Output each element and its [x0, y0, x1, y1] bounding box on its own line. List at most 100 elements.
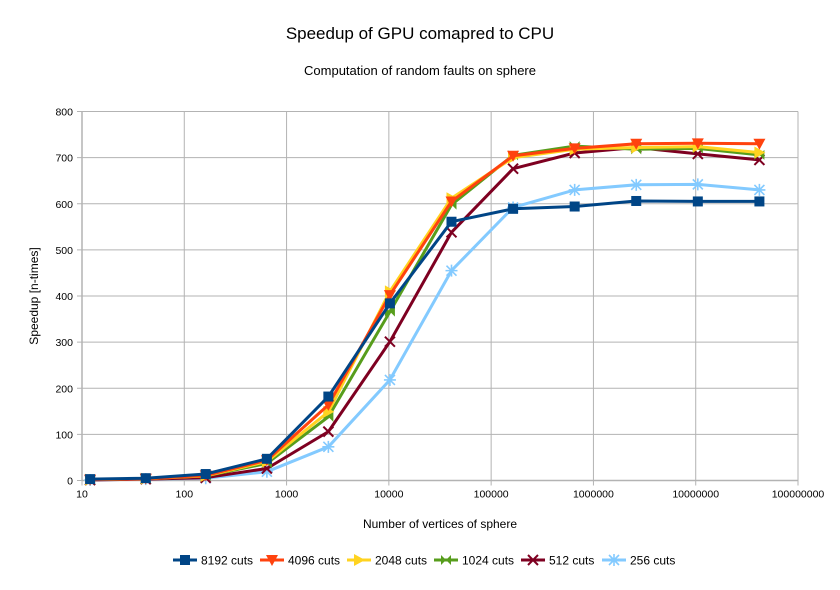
triangle-down-marker-icon: [445, 196, 458, 208]
bowtie-marker-icon: [389, 306, 395, 317]
data-point: [445, 226, 458, 239]
y-tick-label: 400: [55, 291, 73, 303]
bowtie-marker-icon: [446, 555, 451, 565]
legend-item: 512 cuts: [521, 554, 594, 568]
y-axis-label: Speedup [n-times]: [27, 247, 41, 344]
series-1024-cuts: [85, 141, 765, 485]
legend-marker: [180, 555, 190, 565]
axes: [77, 111, 799, 486]
data-point: [322, 440, 335, 453]
chart-title: Speedup of GPU comapred to CPU: [286, 24, 554, 43]
legend-marker: [527, 554, 539, 566]
triangle-down-marker-icon: [568, 143, 581, 155]
legend-marker: [266, 555, 278, 566]
data-point: [692, 196, 703, 207]
data-point: [85, 474, 96, 485]
x-tick-label: 1000000: [573, 489, 614, 501]
data-point: [445, 264, 458, 277]
data-point: [568, 143, 581, 155]
square-marker-icon: [261, 453, 272, 464]
y-tick-label: 200: [55, 383, 73, 395]
bowtie-marker-icon: [328, 411, 334, 422]
x-marker-icon: [322, 425, 335, 438]
square-marker-icon: [180, 555, 190, 565]
series-256-cuts: [84, 178, 766, 487]
square-marker-icon: [631, 195, 642, 206]
legend-label: 8192 cuts: [201, 554, 253, 568]
y-tick-label: 800: [55, 107, 73, 119]
x-tick-label: 100: [176, 489, 194, 501]
series-512-cuts: [84, 141, 766, 486]
grid: [81, 111, 799, 481]
data-point: [691, 178, 704, 191]
triangle-down-marker-icon: [383, 290, 396, 302]
legend-marker: [441, 555, 451, 565]
asterisk-marker-icon: [568, 183, 581, 196]
y-tick-label: 700: [55, 153, 73, 165]
data-point: [260, 465, 273, 478]
y-tick-label: 500: [55, 245, 73, 257]
square-marker-icon: [508, 203, 519, 214]
data-point: [323, 391, 334, 402]
data-point: [691, 138, 704, 150]
asterisk-marker-icon: [691, 178, 704, 191]
data-point: [754, 146, 766, 159]
x-tick-label: 100000000: [772, 489, 825, 501]
legend-item: 1024 cuts: [434, 554, 514, 568]
series-line: [90, 146, 760, 482]
x-tick-label: 10000: [374, 489, 403, 501]
asterisk-marker-icon: [630, 178, 643, 191]
x-tick-label: 100000: [474, 489, 509, 501]
legend-marker: [354, 554, 365, 566]
asterisk-marker-icon: [608, 554, 620, 566]
y-tick-label: 0: [67, 476, 73, 488]
triangle-down-marker-icon: [322, 399, 335, 411]
y-tick-label: 600: [55, 199, 73, 211]
legend-marker: [608, 554, 620, 566]
legend-item: 256 cuts: [602, 554, 675, 568]
x-marker-icon: [445, 226, 458, 239]
data-point: [569, 201, 580, 212]
series-line: [90, 144, 760, 482]
data-point: [507, 162, 519, 175]
data-point: [322, 425, 335, 438]
square-marker-icon: [692, 196, 703, 207]
triangle-down-marker-icon: [507, 150, 520, 162]
square-marker-icon: [569, 201, 580, 212]
data-point: [322, 399, 335, 411]
data-point: [383, 373, 396, 386]
triangle-down-marker-icon: [266, 555, 278, 566]
legend-label: 4096 cuts: [288, 554, 340, 568]
data-point: [568, 183, 581, 196]
triangle-down-marker-icon: [691, 138, 704, 150]
data-point: [383, 290, 396, 302]
square-marker-icon: [323, 391, 334, 402]
asterisk-marker-icon: [260, 465, 273, 478]
data-point: [630, 178, 643, 191]
asterisk-marker-icon: [753, 183, 766, 196]
y-tick-label: 300: [55, 337, 73, 349]
bowtie-marker-icon: [441, 555, 446, 565]
x-axis-label: Number of vertices of sphere: [363, 517, 517, 531]
data-point: [200, 469, 211, 480]
square-marker-icon: [754, 196, 765, 207]
data-point: [261, 453, 272, 464]
data-point: [384, 335, 396, 348]
chart-subtitle: Computation of random faults on sphere: [304, 63, 536, 78]
data-point: [631, 195, 642, 206]
data-point: [445, 196, 458, 208]
triangle-down-marker-icon: [753, 138, 766, 150]
triangle-right-marker-icon: [754, 146, 766, 159]
x-marker-icon: [384, 335, 396, 348]
legend: 8192 cuts 4096 cuts 2048 cuts 1024 cuts 512 …: [173, 554, 675, 568]
data-point: [140, 473, 151, 484]
square-marker-icon: [200, 469, 211, 480]
legend-label: 1024 cuts: [462, 554, 514, 568]
legend-label: 512 cuts: [549, 554, 594, 568]
triangle-down-marker-icon: [630, 138, 643, 150]
series-4096-cuts: [84, 138, 766, 486]
x-axis-ticks: 10 100 1000 10000 100000 1000000 10000000 10000…: [76, 489, 824, 501]
square-marker-icon: [140, 473, 151, 484]
data-point: [507, 150, 520, 162]
